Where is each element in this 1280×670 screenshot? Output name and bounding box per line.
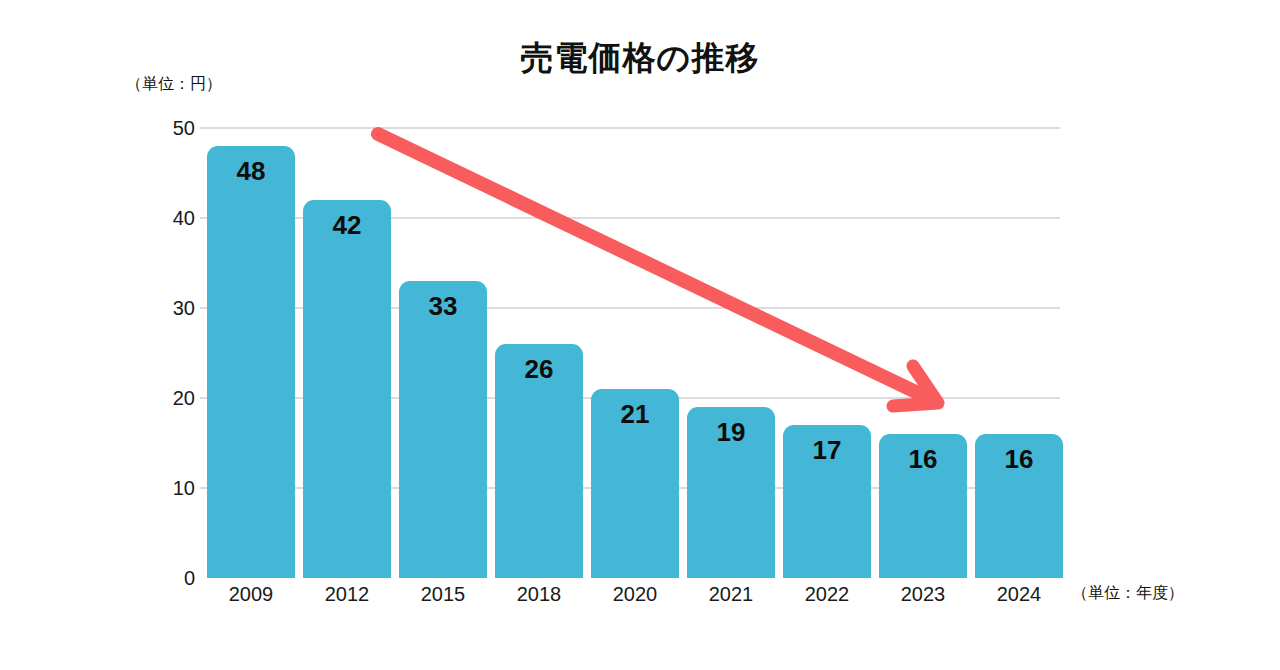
- bar-value-label-2015: 33: [399, 281, 487, 321]
- bar-value-label-2020: 21: [591, 389, 679, 429]
- x-tick-label-2009: 2009: [203, 582, 299, 606]
- bar-2012: 42: [303, 200, 391, 578]
- bar-2024: 16: [975, 434, 1063, 578]
- x-tick-label-2012: 2012: [299, 582, 395, 606]
- x-tick-label-2015: 2015: [395, 582, 491, 606]
- plot-area: 484233262119171616: [200, 128, 1060, 578]
- x-tick-label-2020: 2020: [587, 582, 683, 606]
- y-tick-label-40: 40: [145, 206, 195, 230]
- bar-2018: 26: [495, 344, 583, 578]
- bar-2021: 19: [687, 407, 775, 578]
- bar-2015: 33: [399, 281, 487, 578]
- bar-value-label-2018: 26: [495, 344, 583, 384]
- y-tick-label-50: 50: [145, 116, 195, 140]
- y-tick-label-0: 0: [145, 566, 195, 590]
- y-axis-unit-label: （単位：円）: [126, 74, 222, 95]
- x-tick-label-2024: 2024: [971, 582, 1067, 606]
- gridline-50: [200, 127, 1060, 129]
- bar-value-label-2012: 42: [303, 200, 391, 240]
- bar-value-label-2023: 16: [879, 434, 967, 474]
- x-tick-label-2023: 2023: [875, 582, 971, 606]
- bar-2022: 17: [783, 425, 871, 578]
- chart-canvas: 売電価格の推移 （単位：円） 484233262119171616 （単位：年度…: [0, 0, 1280, 670]
- x-tick-label-2021: 2021: [683, 582, 779, 606]
- bar-value-label-2022: 17: [783, 425, 871, 465]
- bar-value-label-2024: 16: [975, 434, 1063, 474]
- x-axis-unit-label: （単位：年度）: [1072, 583, 1184, 604]
- x-tick-label-2018: 2018: [491, 582, 587, 606]
- y-tick-label-30: 30: [145, 296, 195, 320]
- bar-2023: 16: [879, 434, 967, 578]
- bar-value-label-2009: 48: [207, 146, 295, 186]
- x-tick-label-2022: 2022: [779, 582, 875, 606]
- bar-2020: 21: [591, 389, 679, 578]
- y-tick-label-10: 10: [145, 476, 195, 500]
- bar-2009: 48: [207, 146, 295, 578]
- bar-value-label-2021: 19: [687, 407, 775, 447]
- y-tick-label-20: 20: [145, 386, 195, 410]
